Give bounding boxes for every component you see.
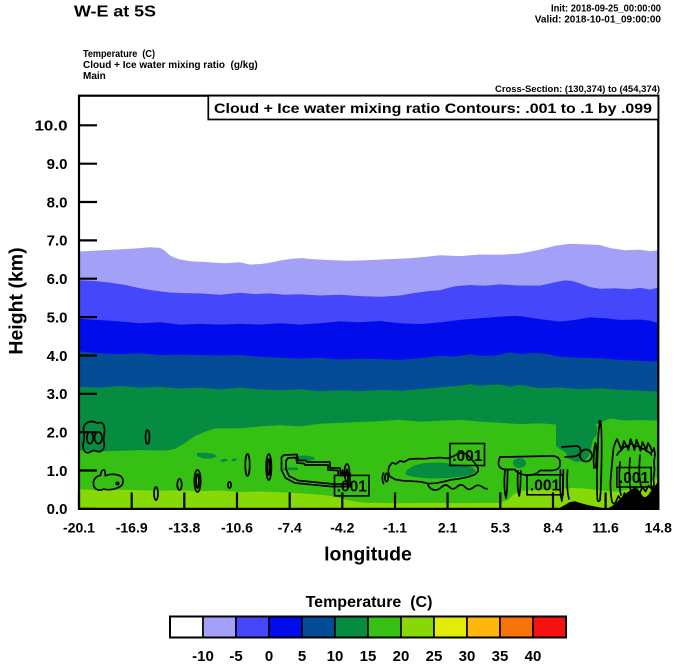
svg-text:5.0: 5.0 <box>47 309 68 326</box>
svg-text:-10.6: -10.6 <box>221 520 253 536</box>
svg-text:0: 0 <box>265 648 273 665</box>
svg-text:-20.1: -20.1 <box>63 520 95 536</box>
svg-text:Cross-Section: (130,374) to (4: Cross-Section: (130,374) to (454,374) <box>495 84 660 94</box>
svg-text:14.8: 14.8 <box>645 520 672 536</box>
svg-text:Main: Main <box>83 71 106 82</box>
svg-text:10.0: 10.0 <box>35 118 68 135</box>
svg-text:Height (km): Height (km) <box>5 247 27 354</box>
svg-text:.001: .001 <box>619 470 650 487</box>
svg-text:Valid: 2018-10-01_09:00:00: Valid: 2018-10-01_09:00:00 <box>535 15 662 26</box>
svg-text:.001: .001 <box>530 478 561 495</box>
svg-text:35: 35 <box>492 648 509 665</box>
svg-text:.001: .001 <box>452 448 483 465</box>
svg-text:6.0: 6.0 <box>47 271 68 288</box>
svg-text:Cloud + Ice water mixing ratio: Cloud + Ice water mixing ratio (g/kg) <box>83 60 258 71</box>
svg-text:25: 25 <box>426 648 443 665</box>
svg-text:-5: -5 <box>229 648 242 665</box>
svg-text:15: 15 <box>360 648 377 665</box>
svg-text:-16.9: -16.9 <box>116 520 148 536</box>
svg-text:1.0: 1.0 <box>47 463 68 480</box>
svg-text:W-E at 5S: W-E at 5S <box>74 4 156 21</box>
svg-text:Init: 2018-09-25_00:00:00: Init: 2018-09-25_00:00:00 <box>551 4 661 15</box>
svg-text:8.4: 8.4 <box>543 520 563 536</box>
svg-text:20: 20 <box>393 648 410 665</box>
svg-text:2.0: 2.0 <box>47 425 68 442</box>
svg-text:10: 10 <box>327 648 344 665</box>
svg-text:-7.4: -7.4 <box>278 520 302 536</box>
svg-text:8.0: 8.0 <box>47 194 68 211</box>
svg-text:4.0: 4.0 <box>47 348 68 365</box>
svg-text:5.3: 5.3 <box>491 520 511 536</box>
svg-text:30: 30 <box>459 648 476 665</box>
svg-text:5: 5 <box>298 648 306 665</box>
svg-text:-1.1: -1.1 <box>383 520 407 536</box>
svg-text:-13.8: -13.8 <box>168 520 200 536</box>
svg-text:-4.2: -4.2 <box>330 520 354 536</box>
svg-text:40: 40 <box>525 648 542 665</box>
svg-text:9.0: 9.0 <box>47 156 68 173</box>
svg-text:7.0: 7.0 <box>47 233 68 250</box>
svg-text:3.0: 3.0 <box>47 386 68 403</box>
svg-text:-10: -10 <box>192 648 214 665</box>
svg-text:Cloud + Ice water mixing ratio: Cloud + Ice water mixing ratio Contours:… <box>214 100 652 116</box>
svg-text:Temperature (C): Temperature (C) <box>306 594 433 611</box>
svg-text:0.0: 0.0 <box>47 501 68 518</box>
svg-text:Temperature (C): Temperature (C) <box>83 49 155 60</box>
svg-text:.001: .001 <box>337 479 368 496</box>
svg-text:11.6: 11.6 <box>592 520 619 536</box>
svg-text:longitude: longitude <box>324 544 412 566</box>
svg-text:2.1: 2.1 <box>438 520 458 536</box>
